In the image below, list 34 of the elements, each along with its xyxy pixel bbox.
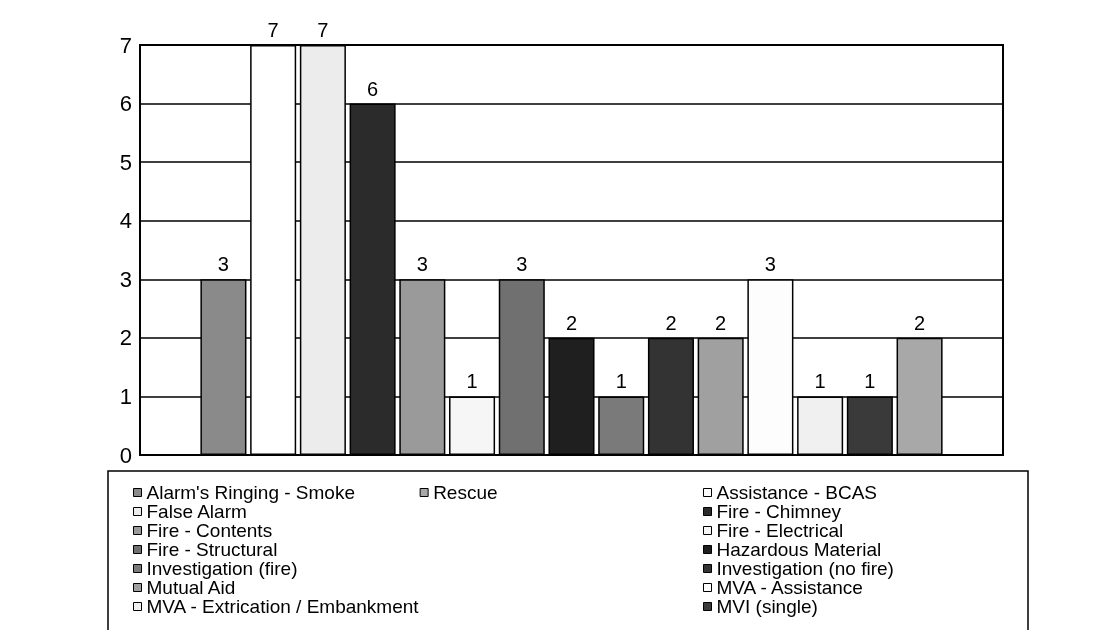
y-tick-label: 5 <box>119 149 132 175</box>
data-label: 7 <box>267 19 279 41</box>
legend-label: Fire - Chimney <box>716 501 842 522</box>
legend-label: Hazardous Material <box>716 539 882 560</box>
data-label: 3 <box>764 253 776 276</box>
legend-label: Rescue <box>433 482 498 503</box>
y-tick-label: 2 <box>119 325 132 351</box>
data-label: 3 <box>217 253 229 276</box>
legend-label: MVA - Extrication / Embankment <box>146 596 420 617</box>
y-tick-label: 4 <box>119 208 132 234</box>
data-label: 2 <box>914 311 926 334</box>
y-tick-label: 3 <box>119 266 132 292</box>
data-label: 1 <box>466 370 478 393</box>
legend-label: Fire - Structural <box>146 539 278 560</box>
legend-label: Fire - Contents <box>146 520 273 541</box>
data-label: 2 <box>565 311 578 334</box>
data-label: 3 <box>416 253 428 276</box>
data-label: 3 <box>516 253 528 276</box>
data-label: 1 <box>864 370 876 393</box>
data-label: 6 <box>367 77 379 100</box>
data-label: 1 <box>814 370 826 393</box>
data-label: 7 <box>317 19 329 41</box>
data-label: 2 <box>665 311 677 334</box>
y-tick-label: 7 <box>119 32 132 58</box>
y-tick-label: 1 <box>119 383 132 409</box>
legend-label: Assistance - BCAS <box>716 482 877 503</box>
legend-label: Investigation (fire) <box>146 558 298 579</box>
data-label: 1 <box>615 370 627 393</box>
legend-label: Investigation (no fire) <box>716 558 894 579</box>
y-tick-label: 0 <box>119 442 132 468</box>
legend-label: Alarm's Ringing - Smoke <box>146 482 355 503</box>
data-label: 2 <box>715 311 727 334</box>
y-tick-label: 6 <box>119 91 132 117</box>
legend-label: MVI (single) <box>716 596 818 617</box>
